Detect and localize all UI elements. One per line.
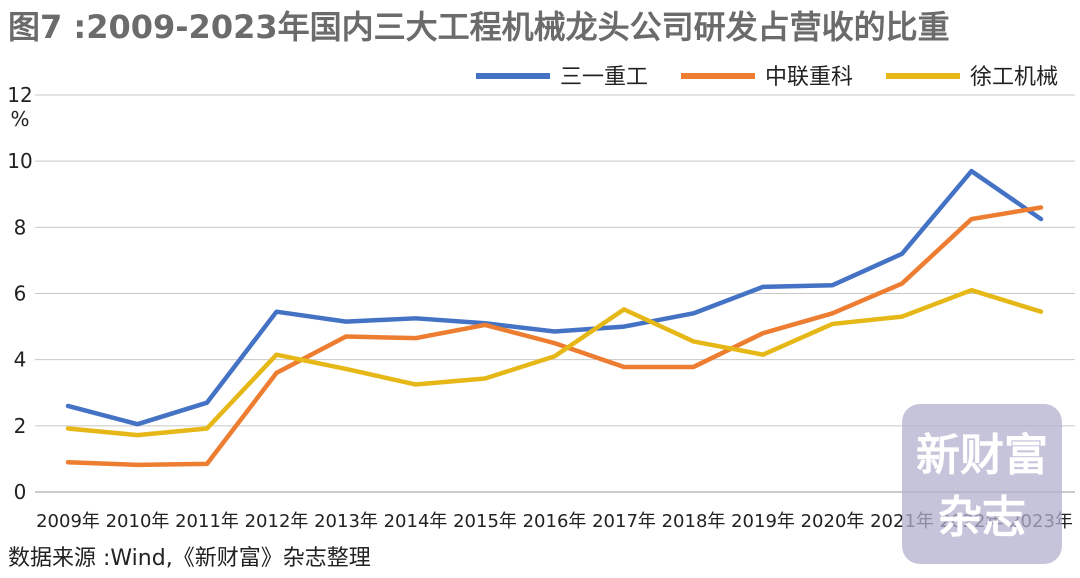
- y-tick-label: 4: [14, 348, 27, 372]
- series-line-2: [65, 205, 1044, 468]
- y-axis-ticks: 0 2 4 6 8 10 12%: [7, 83, 32, 504]
- y-tick-label: 2: [14, 414, 27, 438]
- x-tick-label: 2017年: [592, 511, 656, 532]
- x-tick-label: 2013年: [314, 511, 378, 532]
- legend-label: 徐工机械: [970, 65, 1058, 90]
- x-tick-label: 2016年: [523, 511, 587, 532]
- x-tick-label: 2012年: [245, 511, 309, 532]
- y-tick-label: 6: [14, 282, 27, 306]
- x-tick-label: 2011年: [175, 511, 239, 532]
- x-tick-label: 2019年: [731, 511, 795, 532]
- legend-label: 三一重工: [560, 65, 648, 90]
- x-axis-ticks: 2009年 2010年 2011年 2012年 2013年 2014年 2015年 2016年…: [36, 511, 1073, 532]
- x-tick-label: 2014年: [384, 511, 448, 532]
- watermark-logo: 新财富 杂志: [902, 404, 1062, 564]
- x-tick-label: 2010年: [106, 511, 170, 532]
- y-tick-label: 8: [14, 215, 27, 239]
- source-note: 数据来源 :Wind,《新财富》杂志整理: [8, 546, 371, 571]
- y-tick-label: 12: [7, 83, 32, 107]
- watermark-line-2: 杂志: [938, 492, 1026, 543]
- series-lines: [65, 168, 1044, 468]
- series-line-1: [65, 168, 1044, 427]
- y-tick-label: 10: [7, 149, 32, 173]
- legend-label: 中联重科: [765, 65, 853, 90]
- watermark-line-1: 新财富: [916, 430, 1048, 481]
- x-tick-label: 2009年: [36, 511, 100, 532]
- legend: 三一重工 中联重科 徐工机械: [476, 65, 1058, 90]
- series-line-3: [65, 287, 1044, 438]
- chart-title: 图7 :2009-2023年国内三大工程机械龙头公司研发占营收的比重: [8, 8, 950, 46]
- y-tick-label: 0: [14, 480, 27, 504]
- watermark-background: [902, 404, 1062, 564]
- y-axis-unit: %: [10, 107, 29, 131]
- x-tick-label: 2015年: [453, 511, 517, 532]
- x-tick-label: 2018年: [662, 511, 726, 532]
- x-tick-label: 2020年: [801, 511, 865, 532]
